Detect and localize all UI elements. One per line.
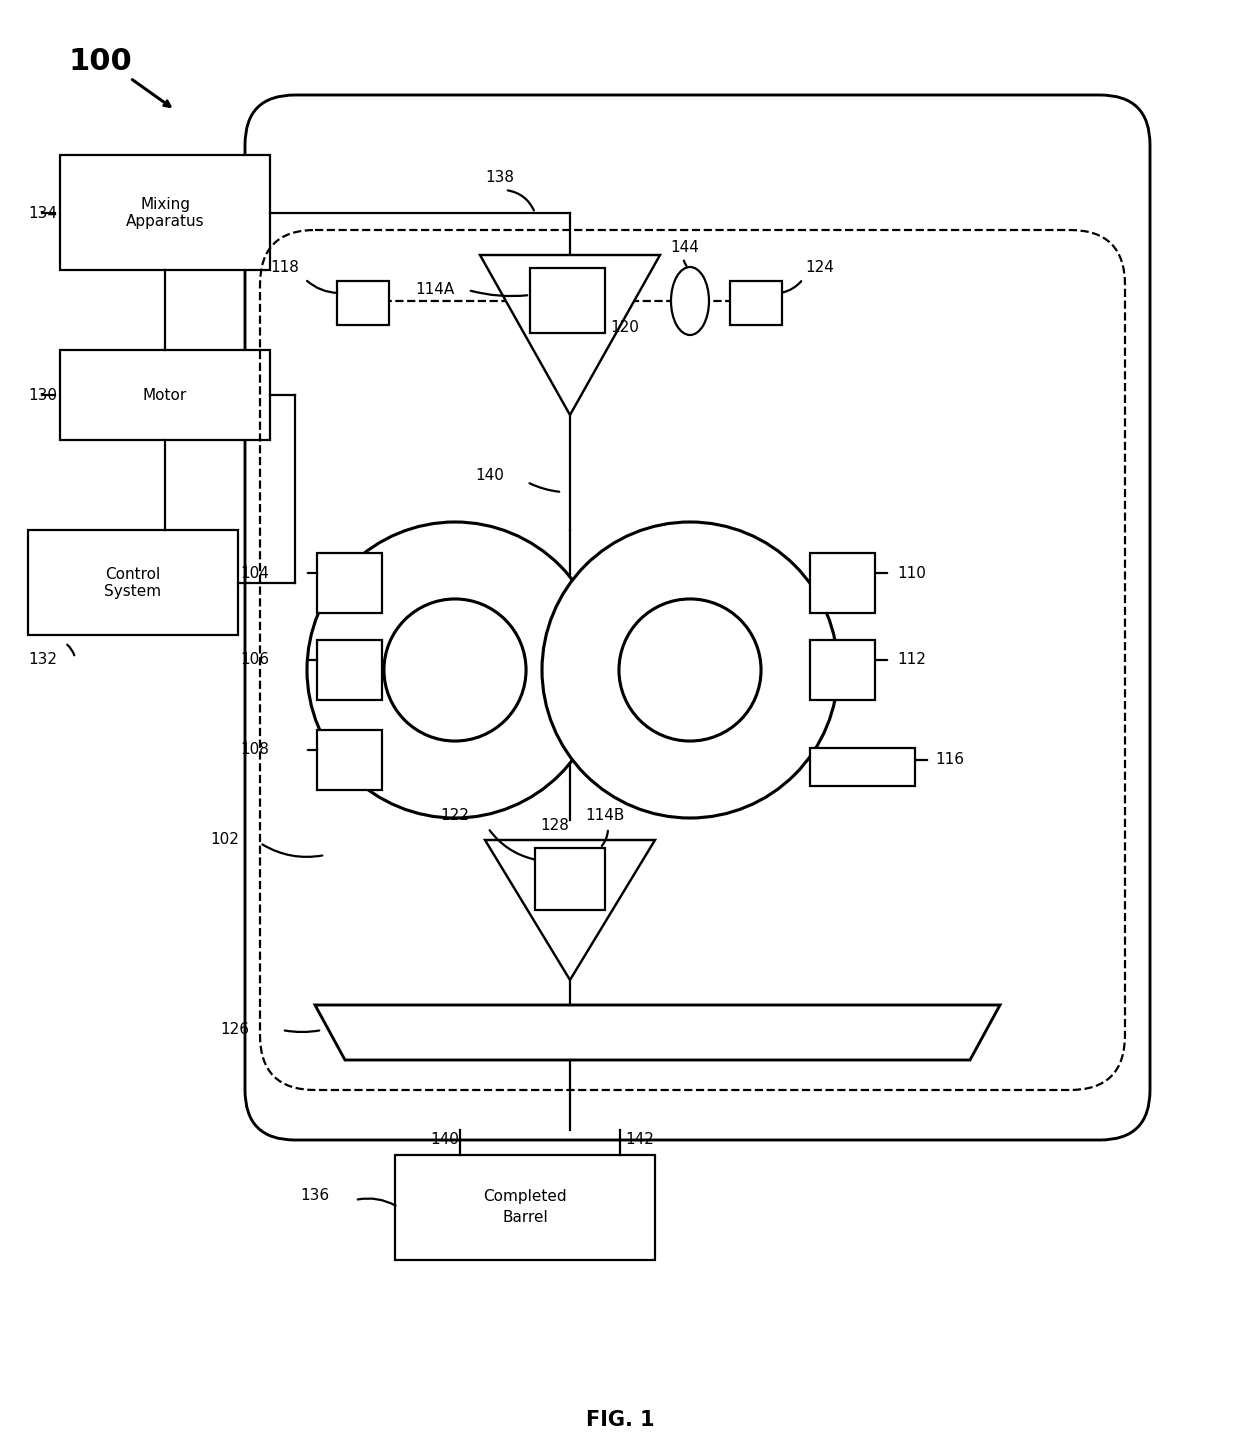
Circle shape xyxy=(384,599,526,742)
Bar xyxy=(317,730,382,790)
Text: 120: 120 xyxy=(610,320,639,336)
Bar xyxy=(337,281,389,326)
Text: 116: 116 xyxy=(935,753,963,768)
Bar xyxy=(529,268,605,333)
Text: Completed
Barrel: Completed Barrel xyxy=(484,1189,567,1226)
Bar xyxy=(60,350,270,441)
Text: 124: 124 xyxy=(805,260,833,275)
Text: 128: 128 xyxy=(539,817,569,833)
Text: 130: 130 xyxy=(29,388,57,403)
Bar xyxy=(29,531,238,635)
Bar xyxy=(810,747,915,787)
Text: Mixing
Apparatus: Mixing Apparatus xyxy=(125,196,205,230)
Circle shape xyxy=(542,522,838,819)
Circle shape xyxy=(308,522,603,819)
Text: 118: 118 xyxy=(270,260,299,275)
Text: 126: 126 xyxy=(219,1022,249,1038)
Text: 138: 138 xyxy=(485,170,515,186)
Text: 100: 100 xyxy=(68,48,131,77)
Ellipse shape xyxy=(671,268,709,334)
Text: Motor: Motor xyxy=(143,388,187,403)
Bar xyxy=(534,848,605,910)
FancyBboxPatch shape xyxy=(246,95,1149,1140)
Polygon shape xyxy=(480,254,660,414)
Text: 102: 102 xyxy=(210,833,239,848)
Text: 108: 108 xyxy=(241,743,269,758)
Text: 114A: 114A xyxy=(415,282,454,298)
Text: 122: 122 xyxy=(440,807,469,823)
Text: 112: 112 xyxy=(897,653,926,667)
Bar xyxy=(810,640,875,699)
Text: 136: 136 xyxy=(300,1188,329,1202)
Circle shape xyxy=(619,599,761,742)
Text: 114B: 114B xyxy=(585,807,625,823)
Text: 134: 134 xyxy=(29,205,57,221)
Text: 104: 104 xyxy=(241,566,269,580)
Polygon shape xyxy=(315,1005,999,1060)
Bar xyxy=(317,553,382,614)
Text: 140: 140 xyxy=(430,1133,459,1147)
Text: 140: 140 xyxy=(475,468,503,483)
Bar xyxy=(810,553,875,614)
Text: FIG. 1: FIG. 1 xyxy=(585,1410,655,1429)
Bar xyxy=(317,640,382,699)
Bar xyxy=(60,156,270,270)
Text: 142: 142 xyxy=(625,1133,653,1147)
Bar xyxy=(730,281,782,326)
Text: 144: 144 xyxy=(670,240,699,256)
Polygon shape xyxy=(485,840,655,980)
Text: 132: 132 xyxy=(29,653,57,667)
Text: Control
System: Control System xyxy=(104,567,161,599)
Text: 110: 110 xyxy=(897,566,926,580)
Text: 106: 106 xyxy=(241,653,269,667)
Bar xyxy=(396,1154,655,1261)
